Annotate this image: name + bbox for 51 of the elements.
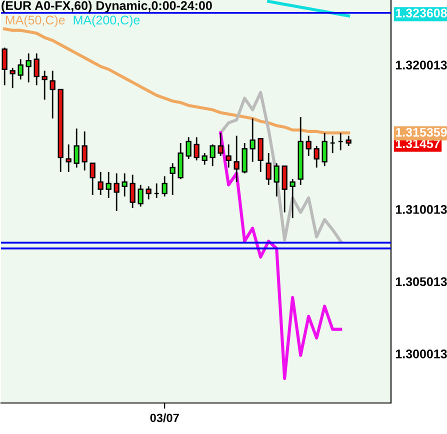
candlestick	[122, 172, 128, 198]
candlestick	[218, 132, 224, 157]
candlestick	[274, 162, 280, 198]
text: MA(200,C)e	[74, 15, 140, 27]
y-tick-label: 1.315359	[396, 128, 447, 137]
candlestick	[66, 144, 72, 173]
y-tick-label: 1.310013	[396, 205, 447, 214]
candlestick	[18, 58, 24, 80]
candlestick	[130, 174, 136, 209]
candlestick	[322, 132, 328, 167]
candlestick	[226, 144, 232, 168]
series-label: MA(50,C)e	[6, 15, 65, 27]
candlestick	[194, 136, 200, 162]
candlestick	[106, 171, 112, 199]
y-tick-label: 1.300013	[396, 350, 447, 358]
line-series	[3, 27, 350, 134]
candlestick	[314, 145, 320, 168]
y-tick-label: 1.323608	[396, 8, 447, 18]
candlestick	[242, 142, 248, 174]
candlestick	[282, 165, 288, 214]
x-tick-label: 03/07	[150, 413, 179, 422]
candlestick	[234, 135, 240, 183]
y-tick-label: 1.320013	[396, 60, 447, 70]
candlestick	[306, 135, 312, 157]
candlestick	[162, 176, 168, 198]
candlestick	[290, 178, 296, 219]
candlestick	[258, 138, 264, 173]
candlestick	[170, 162, 176, 196]
candlestick	[146, 186, 152, 200]
line-series	[219, 90, 342, 243]
candlestick	[42, 70, 48, 100]
candlestick	[34, 52, 40, 86]
candlestick	[26, 52, 32, 84]
candlestick	[82, 130, 88, 172]
candlestick	[346, 135, 352, 147]
candlestick	[250, 118, 256, 162]
chart-title: (EUR A0-FX,60) Dynamic,0:00-24:00	[2, 0, 212, 12]
candlestick	[98, 171, 104, 196]
candlestick	[90, 162, 96, 196]
candlestick	[10, 67, 16, 89]
candlestick	[138, 184, 144, 208]
candlestick	[50, 70, 56, 120]
candlestick	[2, 46, 8, 86]
candlestick	[202, 152, 208, 166]
line-series	[219, 131, 342, 380]
candlestick	[114, 172, 120, 212]
candlestick	[210, 144, 216, 167]
y-tick-label: 1.305013	[396, 277, 447, 286]
candlestick	[266, 152, 272, 186]
candlestick	[186, 136, 192, 160]
candlestick	[74, 128, 80, 168]
